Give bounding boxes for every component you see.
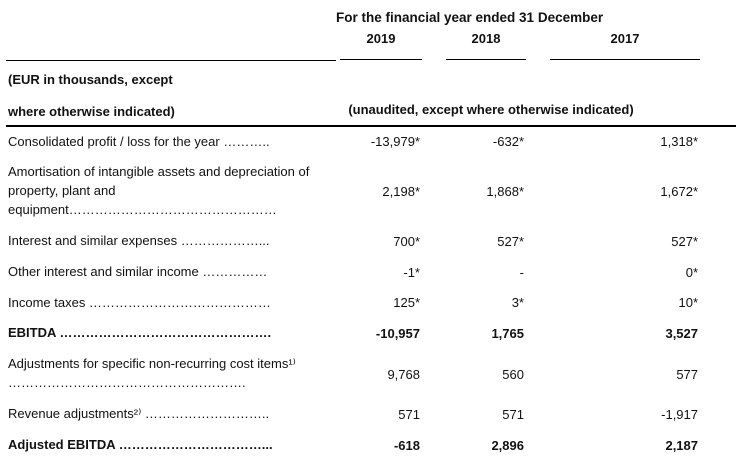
row-value-2019: 2,198* [382, 184, 420, 200]
eur-note-spacer [336, 60, 736, 93]
table-header: For the financial year ended 31 December… [6, 2, 737, 127]
table-row: Income taxes …………………………………… 125* 3* 10* [6, 288, 736, 319]
years-row: 2019 2018 2017 [6, 31, 736, 61]
row-value-2018: 1,765 [491, 326, 524, 342]
year-label-2018: 2018 [446, 31, 526, 60]
table-row: Consolidated profit / loss for the year … [6, 126, 736, 158]
row-value-2017: 1,672* [660, 184, 699, 200]
row-value-2017: 2,187 [528, 429, 737, 460]
eur-note-line2: where otherwise indicated) [6, 92, 336, 127]
table-body: Consolidated profit / loss for the year … [6, 126, 737, 460]
row-label: Adjustments for specific non-recurring c… [8, 356, 296, 391]
period-title: For the financial year ended 31 December [336, 10, 604, 25]
financial-table: For the financial year ended 31 December… [6, 2, 737, 460]
row-label: Interest and similar expenses ………………... [8, 232, 270, 248]
year-column-2018: 2018 [424, 31, 528, 60]
row-value-2019: 571 [398, 406, 420, 422]
unaudited-note: (unaudited, except where otherwise indic… [336, 92, 737, 127]
table-row: Adjustments for specific non-recurring c… [6, 349, 736, 399]
table-row: Adjusted EBITDA ……………………………... -618 2,896 2… [6, 429, 737, 460]
row-value-2018: 3* [511, 295, 524, 311]
row-value-2018: 2,896 [424, 429, 528, 460]
table-row: EBITDA …………………………………………. -10,957 1,765 3,52… [6, 318, 736, 349]
period-title-row: For the financial year ended 31 December [6, 2, 736, 31]
table-row: Other interest and similar income …………… -… [6, 257, 736, 288]
row-value-2019: -13,979* [370, 134, 420, 150]
table-row: Interest and similar expenses ………………... 7… [6, 226, 736, 257]
table-row: Revenue adjustments²⁾ ……………………….. 571 571 -… [6, 399, 736, 430]
row-label: Income taxes …………………………………… [8, 294, 271, 310]
row-label: Revenue adjustments²⁾ ……………………….. [8, 405, 270, 421]
row-value-2019: -1* [403, 264, 420, 280]
row-value-2018: 527* [497, 233, 524, 249]
row-value-2019: 125* [393, 295, 420, 311]
header-spacer [6, 2, 336, 31]
row-label: Other interest and similar income …………… [8, 263, 268, 279]
year-label-2019: 2019 [340, 31, 422, 60]
year-label-2017: 2017 [550, 31, 701, 60]
year-column-2019: 2019 [336, 31, 424, 60]
row-value-2017: 527* [671, 233, 699, 249]
row-value-2018: 560 [502, 366, 524, 382]
row-value-2019: -618 [336, 429, 424, 460]
row-value-2018: 571 [502, 406, 524, 422]
year-column-2017: 2017 [528, 31, 736, 60]
table-row: Amortisation of intangible assets and de… [6, 157, 736, 226]
row-value-2017: 577 [676, 366, 699, 382]
row-label: Adjusted EBITDA ……………………………... [6, 429, 336, 460]
eur-note-row-2: where otherwise indicated) (unaudited, e… [6, 92, 737, 127]
row-value-2018: - [519, 264, 524, 280]
row-label: EBITDA …………………………………………. [8, 325, 272, 341]
row-value-2017: -1,917 [661, 406, 699, 422]
row-value-2018: 1,868* [486, 184, 524, 200]
row-value-2018: -632* [492, 134, 524, 150]
row-label: Amortisation of intangible assets and de… [8, 164, 310, 218]
row-value-2017: 3,527 [665, 326, 699, 342]
row-label: Consolidated profit / loss for the year … [8, 133, 270, 149]
row-value-2019: -10,957 [375, 326, 420, 342]
row-value-2017: 0* [685, 264, 699, 280]
left-column-rule [6, 31, 336, 61]
row-value-2017: 10* [678, 295, 699, 311]
row-value-2019: 700* [393, 233, 420, 249]
row-value-2017: 1,318* [660, 134, 699, 150]
eur-note-row-1: (EUR in thousands, except [6, 60, 736, 93]
eur-note-line1: (EUR in thousands, except [8, 71, 173, 87]
row-value-2019: 9,768 [387, 366, 420, 382]
